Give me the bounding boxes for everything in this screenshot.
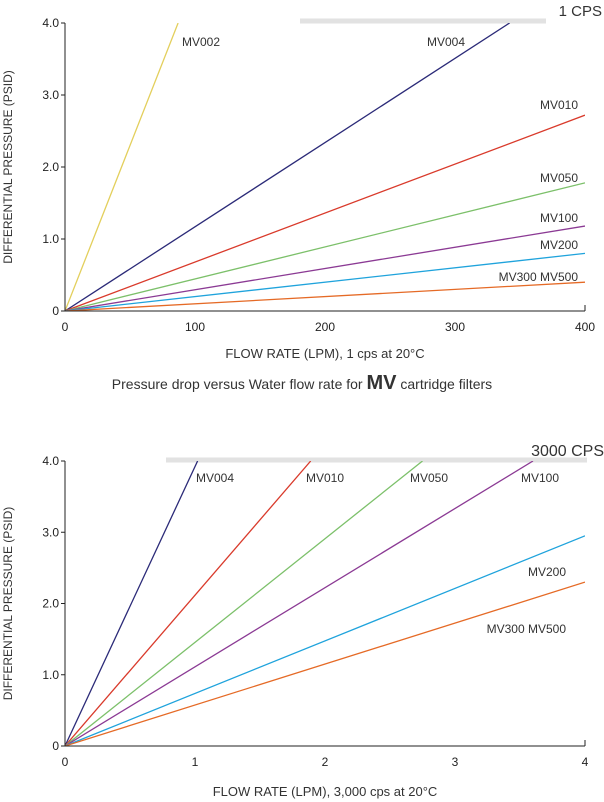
caption-prefix: Pressure drop versus Water flow rate for <box>111 376 363 392</box>
c1-x-tick-label: 300 <box>445 320 465 334</box>
c2-x-tick-label: 3 <box>452 755 459 769</box>
c2-series-label-mv300-mv500: MV300 MV500 <box>487 622 567 636</box>
c1-series-label-mv200: MV200 <box>540 238 578 252</box>
c1-series-line-mv300-mv500 <box>65 281 585 311</box>
c2-series-line-mv004 <box>65 461 199 746</box>
caption-brand: MV <box>366 372 397 394</box>
c2-series-line-mv100 <box>65 461 534 746</box>
chart-3000cps: 0 1.0 2.0 3.0 4.0 0 1 2 3 4 FLOW RATE (LPM), 3,000… <box>1 443 604 799</box>
c1-series-line-mv004 <box>65 23 510 311</box>
c2-x-tick-label: 1 <box>192 755 199 769</box>
c1-x-tick-label: 400 <box>575 320 595 334</box>
chart-1cps: 0 1.0 2.0 3.0 4.0 0 100 200 300 400 FLOW RATE (LPM… <box>1 3 602 361</box>
c2-series-label-mv200: MV200 <box>528 565 566 579</box>
c2-x-tick-label: 2 <box>322 755 329 769</box>
c1-series-label-mv010: MV010 <box>540 98 578 112</box>
c1-series-line-mv002 <box>65 23 179 311</box>
c1-x-tick-label: 0 <box>62 320 69 334</box>
c1-series-line-mv010 <box>65 114 585 311</box>
c2-y-tick-label: 0 <box>52 739 59 753</box>
c1-chart-title: 1 CPS <box>559 3 602 20</box>
c1-series-label-mv004: MV004 <box>427 35 465 49</box>
c2-y-tick-label: 1.0 <box>42 668 59 682</box>
c2-series-line-mv300-mv500 <box>65 581 585 746</box>
c1-series-label-mv100: MV100 <box>540 211 578 225</box>
c1-x-tick-label: 100 <box>185 320 205 334</box>
c2-x-tick-label: 4 <box>582 755 589 769</box>
c1-y-tick-label: 0 <box>52 304 59 318</box>
c2-x-axis-title: FLOW RATE (LPM), 3,000 cps at 20°C <box>213 784 438 799</box>
c2-chart-title: 3000 CPS <box>531 443 604 460</box>
c2-series-label-mv050: MV050 <box>410 471 448 485</box>
c1-y-tick-label: 1.0 <box>42 232 59 246</box>
c1-series-label-mv002: MV002 <box>182 35 220 49</box>
caption-suffix: cartridge filters <box>400 376 493 392</box>
c1-series-line-mv200 <box>65 252 585 311</box>
c1-y-tick-label: 2.0 <box>42 160 59 174</box>
c1-series-label-mv300-mv500: MV300 MV500 <box>499 270 579 284</box>
c2-y-tick-label: 2.0 <box>42 597 59 611</box>
c2-series-line-mv010 <box>65 461 312 746</box>
c2-series-line-mv200 <box>65 535 585 746</box>
c2-series-label-mv100: MV100 <box>521 471 559 485</box>
c1-x-tick-label: 200 <box>315 320 335 334</box>
c1-series-label-mv050: MV050 <box>540 171 578 185</box>
c1-y-axis-title: DIFFERENTIAL PRESSURE (PSID) <box>1 70 15 264</box>
c2-y-tick-label: 4.0 <box>42 454 59 468</box>
c2-x-tick-label: 0 <box>62 755 69 769</box>
c2-series-label-mv004: MV004 <box>196 471 234 485</box>
c2-y-tick-label: 3.0 <box>42 525 59 539</box>
c2-y-axis-title: DIFFERENTIAL PRESSURE (PSID) <box>1 507 15 701</box>
c1-series-line-mv100 <box>65 225 585 311</box>
c1-y-tick-label: 3.0 <box>42 88 59 102</box>
c1-x-axis-title: FLOW RATE (LPM), 1 cps at 20°C <box>225 346 424 361</box>
c1-series-line-mv050 <box>65 182 585 311</box>
c1-y-tick-label: 4.0 <box>42 16 59 30</box>
c2-series-line-mv050 <box>65 461 423 746</box>
c2-series-label-mv010: MV010 <box>306 471 344 485</box>
figure-caption: Pressure drop versus Water flow rate for… <box>0 372 604 395</box>
